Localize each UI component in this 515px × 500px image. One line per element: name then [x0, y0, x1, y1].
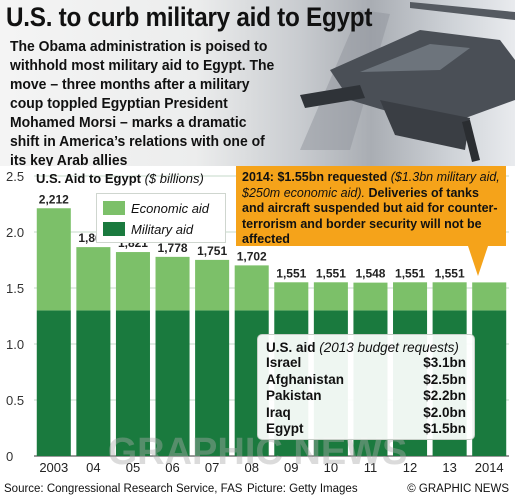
budget-amount: $2.2bn — [423, 388, 466, 403]
bar-economic-10 — [313, 282, 348, 311]
footer-copyright: © GRAPHIC NEWS — [407, 483, 509, 495]
budget-row: Israel $3.1bn — [266, 355, 466, 372]
x-tick-label: 09 — [284, 460, 298, 475]
legend-item-economic: Economic aid — [103, 200, 209, 216]
chart-title-unit: ($ billions) — [144, 171, 204, 186]
budget-country: Israel — [266, 355, 302, 370]
budget-country: Egypt — [266, 421, 304, 436]
bar-military-06 — [155, 310, 190, 456]
footer: Source: Congressional Research Service, … — [0, 481, 515, 500]
legend-label-military: Military aid — [131, 221, 194, 237]
budget-title: U.S. aid (2013 budget requests) — [266, 340, 466, 355]
legend-swatch-economic — [103, 201, 125, 215]
budget-title-main: U.S. aid — [266, 340, 316, 355]
chart-area: 0 0.5 1.0 1.5 2.0 2.5 2,212 2003 1,865 04 1,821 05 1… — [0, 166, 515, 481]
x-tick-label: 08 — [244, 460, 258, 475]
budget-row: Egypt $1.5bn — [266, 421, 466, 438]
footer-source: Source: Congressional Research Service, … — [4, 483, 243, 495]
x-tick-label: 2014 — [475, 460, 504, 475]
callout-rest: Deliveries of tanks and aircraft suspend… — [242, 185, 498, 247]
bar-economic-12 — [393, 282, 428, 311]
bar-economic-09 — [274, 282, 309, 311]
budget-amount: $1.5bn — [423, 421, 466, 436]
header-photo — [0, 0, 515, 168]
budget-row: Pakistan $2.2bn — [266, 388, 466, 405]
intro-text: The Obama administration is poised to wi… — [10, 38, 275, 169]
bar-military-2014 — [472, 310, 507, 456]
total-label-09: 1,551 — [276, 266, 306, 280]
y-tick-label: 2.0 — [6, 225, 24, 240]
budget-row: Iraq $2.0bn — [266, 405, 466, 422]
callout-bold: 2014: $1.55bn requested — [242, 170, 388, 184]
budget-subtitle: (2013 budget requests) — [319, 340, 459, 355]
total-label-12: 1,551 — [395, 266, 425, 280]
bar-economic-07 — [195, 259, 230, 311]
callout-italic: ($1.3bn military aid, $250m economic aid… — [242, 170, 500, 200]
y-tick-label: 2.5 — [6, 169, 24, 184]
bar-economic-11 — [353, 282, 388, 311]
footer-picture-credit: Picture: Getty Images — [247, 483, 358, 495]
y-tick-label: 1.5 — [6, 281, 24, 296]
total-label-07: 1,751 — [197, 244, 227, 258]
bar-economic-05 — [115, 252, 150, 311]
bar-military-07 — [195, 310, 230, 456]
budget-amount: $2.5bn — [423, 371, 466, 387]
budget-amount: $3.1bn — [423, 355, 466, 370]
callout-2014: 2014: $1.55bn requested ($1.3bn military… — [236, 166, 506, 246]
y-tick-label: 0 — [6, 449, 13, 464]
callout-pointer — [468, 246, 488, 276]
x-tick-label: 06 — [165, 460, 179, 475]
total-label-11: 1,548 — [355, 267, 385, 281]
total-label-08: 1,702 — [237, 249, 267, 263]
bar-economic-04 — [76, 247, 111, 311]
budget-country: Afghanistan — [266, 371, 345, 387]
bar-military-04 — [76, 310, 111, 456]
x-tick-label: 13 — [442, 460, 456, 475]
bar-economic-08 — [234, 265, 269, 311]
x-tick-label: 07 — [205, 460, 219, 475]
total-label-10: 1,551 — [316, 266, 346, 280]
budget-country: Iraq — [266, 404, 291, 420]
chart-title-main: U.S. Aid to Egypt — [36, 171, 141, 186]
helicopter-photo-illustration — [300, 2, 515, 162]
budget-requests-box: U.S. aid (2013 budget requests) Israel $… — [257, 334, 475, 440]
legend-swatch-military — [103, 222, 125, 236]
y-tick-label: 0.5 — [6, 393, 24, 408]
headline: U.S. to curb military aid to Egypt — [6, 2, 373, 32]
legend-label-economic: Economic aid — [131, 200, 210, 216]
chart-title: U.S. Aid to Egypt ($ billions) — [36, 171, 204, 186]
budget-amount: $2.0bn — [423, 404, 466, 420]
x-tick-label: 2003 — [39, 460, 68, 475]
total-label-06: 1,778 — [158, 241, 188, 255]
total-label-13: 1,551 — [435, 266, 465, 280]
x-tick-label: 12 — [403, 460, 417, 475]
total-label-2003: 2,212 — [39, 192, 69, 206]
bar-economic-2014 — [472, 282, 507, 311]
x-tick-label: 04 — [86, 460, 100, 475]
x-tick-label: 05 — [126, 460, 140, 475]
bar-economic-06 — [155, 256, 190, 311]
x-tick-label: 10 — [324, 460, 338, 475]
bar-military-05 — [115, 310, 150, 456]
bar-economic-13 — [432, 282, 467, 311]
bar-economic-2003 — [36, 208, 71, 311]
y-tick-label: 1.0 — [6, 337, 24, 352]
budget-row: Afghanistan $2.5bn — [266, 372, 466, 389]
chart-legend: Economic aid Military aid — [96, 193, 226, 243]
budget-country: Pakistan — [266, 388, 322, 403]
legend-item-military: Military aid — [103, 221, 193, 237]
bar-military-2003 — [36, 310, 71, 456]
x-tick-label: 11 — [364, 460, 378, 475]
